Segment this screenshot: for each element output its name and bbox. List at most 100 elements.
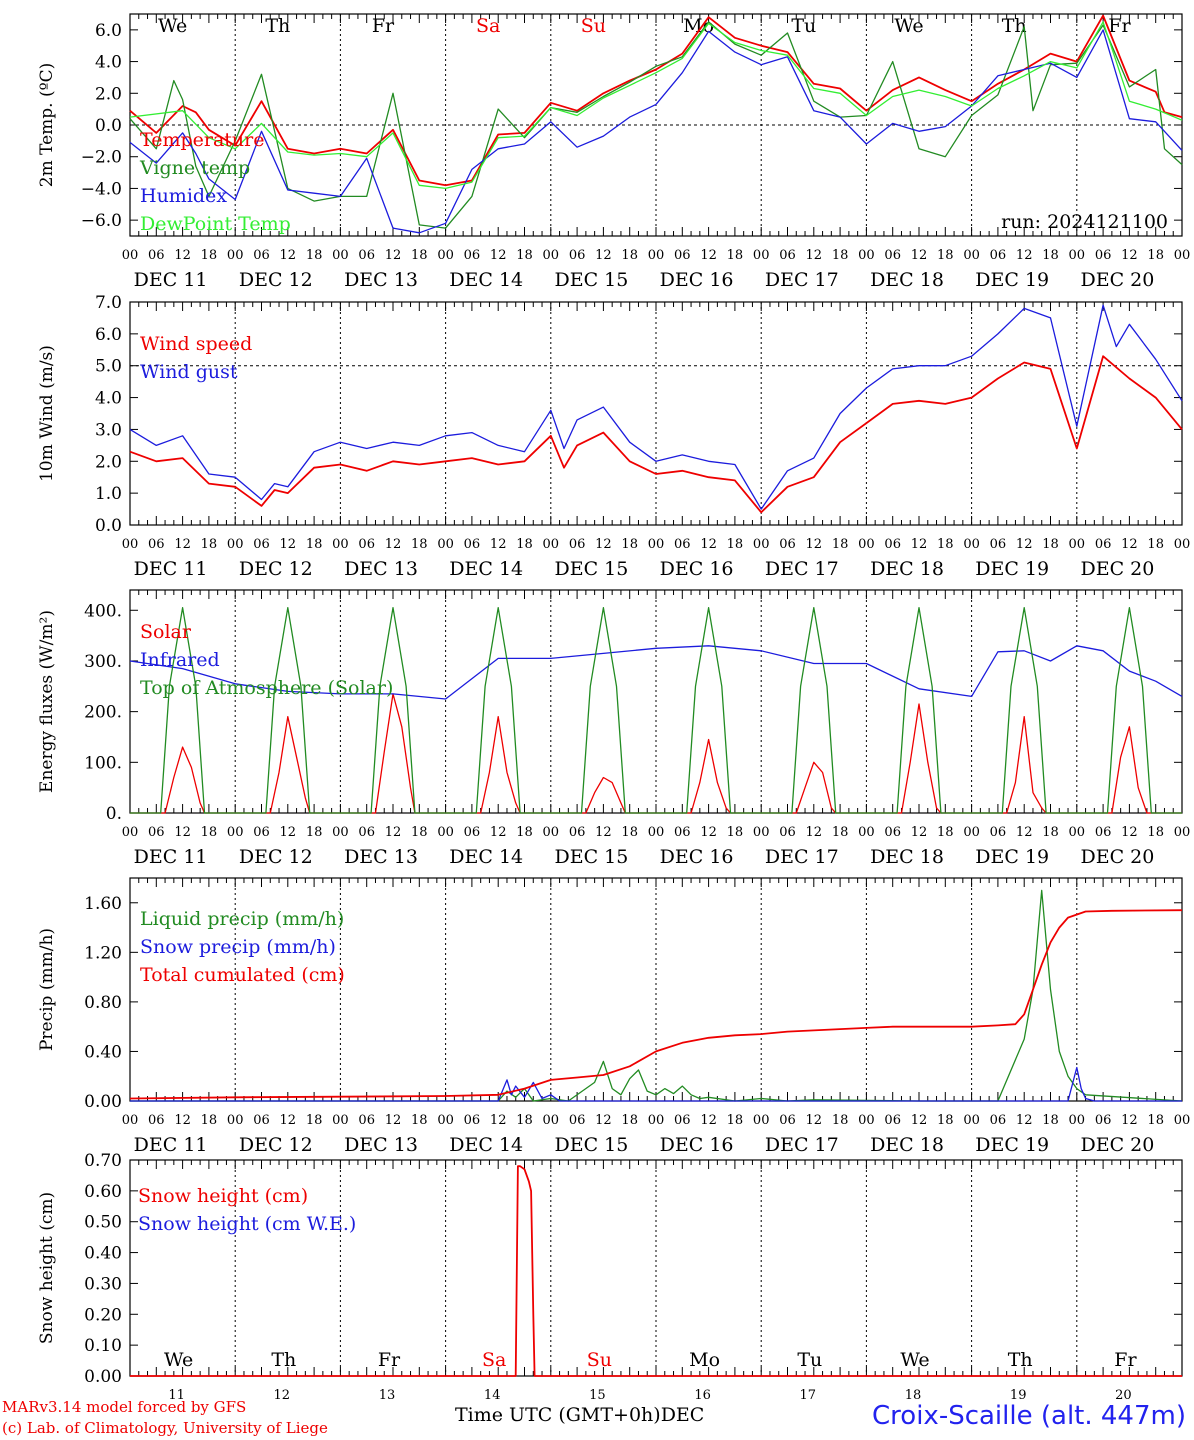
hour-tick-label: 18 [1147,825,1164,840]
legend-entry: Infrared [140,649,220,671]
hour-tick-label: 06 [358,1113,375,1128]
hour-tick-label: 12 [1121,1113,1138,1128]
day-label: DEC 16 [660,269,734,291]
series-line [130,607,1182,814]
hour-tick-label: 12 [490,537,507,552]
hour-tick-label: 18 [1042,1113,1059,1128]
hour-tick-label: 06 [358,248,375,263]
hour-tick-label: 00 [753,1113,770,1128]
hour-tick-label: 06 [148,825,165,840]
hour-tick-label: 12 [911,248,928,263]
station-name: Croix-Scaille (alt. 447m) [872,1401,1186,1431]
y-tick-label: 0.00 [84,1092,122,1112]
hour-tick-label: 12 [280,825,297,840]
hour-tick-label: 00 [963,248,980,263]
hour-tick-label: 12 [806,1113,823,1128]
y-tick-label: 0.0 [95,116,122,136]
day-label: DEC 15 [554,1134,628,1156]
hour-tick-label: 00 [963,825,980,840]
hour-tick-label: 00 [543,537,560,552]
hour-tick-label: 12 [1016,537,1033,552]
series-line [130,889,1183,1102]
day-label: DEC 12 [239,269,313,291]
day-number-label: 13 [379,1388,396,1403]
y-tick-label: 6.0 [95,21,122,41]
hour-tick-label: 06 [358,825,375,840]
hour-tick-label: 00 [648,1113,665,1128]
weekday-label: Su [581,15,606,37]
weekday-label: Tu [797,1349,822,1371]
hour-tick-label: 18 [937,1113,954,1128]
hour-tick-label: 06 [464,825,481,840]
weekday-label: Th [1008,1349,1033,1371]
legend-entry: Temperature [140,129,264,151]
day-label: DEC 20 [1080,1134,1154,1156]
hour-tick-label: 06 [884,248,901,263]
hour-tick-label: 00 [437,248,454,263]
panel-4: 0.00 0.40 0.80 1.20 1.60 Precip (mm/h) 00 06 12 1… [37,877,1191,1156]
series-line [130,1165,1182,1377]
hour-tick-label: 06 [464,1113,481,1128]
hour-tick-label: 06 [674,1113,691,1128]
day-number-label: 17 [800,1388,817,1403]
hour-tick-label: 06 [569,1113,586,1128]
legend-entry: DewPoint Temp [140,213,291,235]
day-label: DEC 19 [975,1134,1049,1156]
hour-tick-label: 12 [700,1113,717,1128]
hour-tick-label: 06 [148,537,165,552]
y-tick-label: −6.0 [81,211,122,231]
hour-tick-label: 00 [543,1113,560,1128]
hour-tick-label: 06 [1095,1113,1112,1128]
hour-tick-label: 12 [911,825,928,840]
hour-tick-label: 12 [385,248,402,263]
hour-tick-label: 12 [1016,1113,1033,1128]
y-tick-label: 0.70 [84,1151,122,1171]
y-tick-label: 3.0 [95,420,122,440]
y-tick-label: 4.0 [95,53,122,73]
hour-tick-label: 06 [990,1113,1007,1128]
lab-credit: (c) Lab. of Climatology, University of L… [2,1419,328,1437]
hour-tick-label: 18 [1042,248,1059,263]
hour-tick-label: 00 [648,248,665,263]
hour-tick-label: 18 [727,1113,744,1128]
hour-tick-label: 18 [621,825,638,840]
hour-tick-label: 00 [122,1113,139,1128]
hour-tick-label: 00 [122,248,139,263]
hour-tick-label: 18 [727,537,744,552]
hour-tick-label: 06 [674,248,691,263]
hour-tick-label: 00 [1174,1113,1191,1128]
hour-tick-label: 00 [332,537,349,552]
hour-tick-label: 12 [174,825,191,840]
day-label: DEC 12 [239,558,313,580]
day-label: DEC 11 [134,1134,208,1156]
legend-entry: Top of Atmosphere (Solar) [140,677,393,699]
day-number-label: 11 [168,1388,185,1403]
day-label: DEC 17 [765,269,839,291]
hour-tick-label: 12 [490,248,507,263]
hour-tick-label: 06 [1095,248,1112,263]
time-axis-month: DEC [660,1404,705,1426]
hour-tick-label: 18 [516,248,533,263]
y-tick-label: 1.0 [95,484,122,504]
day-label: DEC 17 [765,846,839,868]
hour-tick-label: 00 [963,537,980,552]
legend-entry: Liquid precip (mm/h) [140,908,344,930]
hour-tick-label: 18 [201,1113,218,1128]
day-label: DEC 20 [1080,269,1154,291]
day-number-label: 19 [1010,1388,1027,1403]
y-tick-label: 100. [84,753,122,773]
y-tick-label: 300. [84,652,122,672]
day-label: DEC 13 [344,558,418,580]
hour-tick-label: 00 [122,825,139,840]
hour-tick-label: 06 [884,537,901,552]
day-label: DEC 14 [449,269,523,291]
day-label: DEC 16 [660,558,734,580]
hour-tick-label: 18 [1147,248,1164,263]
hour-tick-label: 12 [385,1113,402,1128]
hour-tick-label: 12 [174,1113,191,1128]
hour-tick-label: 00 [437,1113,454,1128]
hour-tick-label: 12 [806,537,823,552]
hour-tick-label: 18 [516,825,533,840]
day-label: DEC 14 [449,558,523,580]
